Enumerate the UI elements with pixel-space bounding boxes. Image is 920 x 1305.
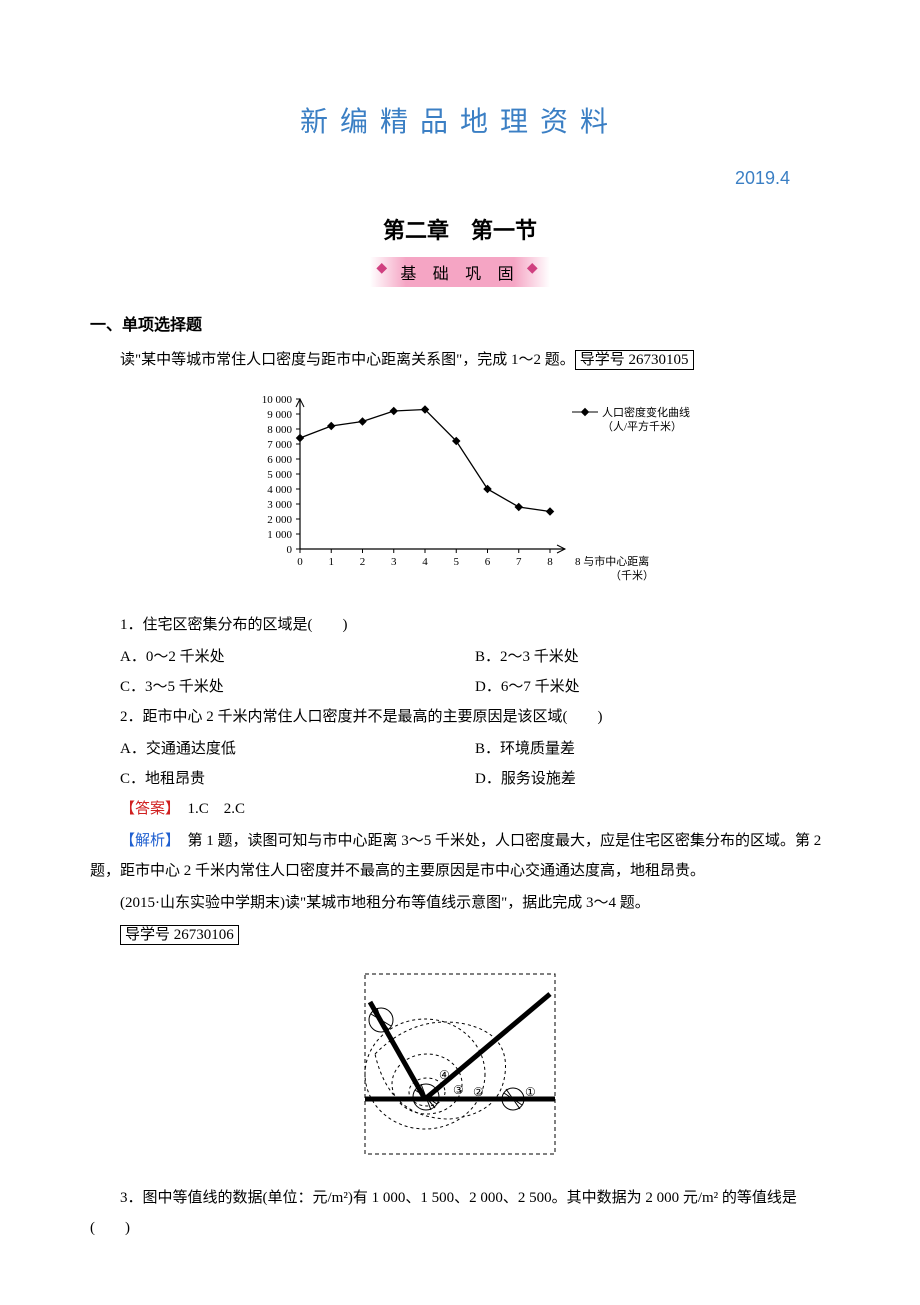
q1-opt-b: B．2～3 千米处 xyxy=(475,642,830,672)
svg-text:（人/平方千米）: （人/平方千米） xyxy=(602,419,682,433)
svg-text:10 000: 10 000 xyxy=(262,394,293,406)
banner-text: 基 础 巩 固 xyxy=(370,257,549,287)
q2-text: 2．距市中心 2 千米内常住人口密度并不是最高的主要原因是该区域( ) xyxy=(90,702,830,732)
svg-text:0: 0 xyxy=(287,544,293,556)
svg-text:9 000: 9 000 xyxy=(267,409,292,421)
svg-text:8: 8 xyxy=(547,556,553,568)
explain-12: 【解析】 第 1 题，读图可知与市中心距离 3～5 千米处，人口密度最大，应是住… xyxy=(90,826,830,886)
svg-text:0: 0 xyxy=(297,556,303,568)
answer-label: 【答案】 xyxy=(120,801,173,817)
contour-svg: ① ② ③ ④ xyxy=(355,964,565,1164)
study-code-2: 导学号 26730106 xyxy=(120,925,239,945)
svg-text:2 000: 2 000 xyxy=(267,514,292,526)
svg-text:2: 2 xyxy=(360,556,366,568)
svg-text:②: ② xyxy=(473,1085,484,1099)
answer-12: 【答案】 1.C 2.C xyxy=(90,794,830,824)
q1-text: 1．住宅区密集分布的区域是( ) xyxy=(90,610,830,640)
q1-opt-c: C．3～5 千米处 xyxy=(120,672,475,702)
doc-date: 2019.4 xyxy=(90,168,830,189)
q2-opt-a: A．交通通达度低 xyxy=(120,734,475,764)
q1-opt-d: D．6～7 千米处 xyxy=(475,672,830,702)
q2-options: A．交通通达度低 B．环境质量差 C．地租昂贵 D．服务设施差 xyxy=(90,734,830,794)
svg-text:③: ③ xyxy=(453,1083,464,1097)
svg-text:①: ① xyxy=(525,1085,536,1099)
chart-1: 0 1 000 2 000 3 000 4 000 5 000 6 000 7 000 8 00… xyxy=(90,389,830,594)
study-code-row-2: 导学号 26730106 xyxy=(120,920,830,950)
q2-opt-d: D．服务设施差 xyxy=(475,764,830,794)
q1-options: A．0～2 千米处 B．2～3 千米处 C．3～5 千米处 D．6～7 千米处 xyxy=(90,642,830,702)
q-intro-2: (2015·山东实验中学期末)读"某城市地租分布等值线示意图"，据此完成 3～4… xyxy=(90,888,830,918)
answer-text: 1.C 2.C xyxy=(173,801,246,817)
svg-text:人口密度变化曲线: 人口密度变化曲线 xyxy=(602,405,690,419)
q3-text: 3．图中等值线的数据(单位：元/m²)有 1 000、1 500、2 000、2… xyxy=(90,1183,830,1243)
q2-opt-b: B．环境质量差 xyxy=(475,734,830,764)
chapter-title: 第二章 第一节 xyxy=(90,213,830,245)
svg-text:3 000: 3 000 xyxy=(267,499,292,511)
svg-text:7: 7 xyxy=(516,556,522,568)
explain-text: 第 1 题，读图可知与市中心距离 3～5 千米处，人口密度最大，应是住宅区密集分… xyxy=(90,833,821,879)
intro-text: 读"某中等城市常住人口密度与距市中心距离关系图"，完成 1～2 题。 xyxy=(120,352,575,368)
svg-text:4 000: 4 000 xyxy=(267,484,292,496)
study-code-1: 导学号 26730105 xyxy=(575,350,694,370)
svg-text:8 000: 8 000 xyxy=(267,424,292,436)
q1-opt-a: A．0～2 千米处 xyxy=(120,642,475,672)
svg-text:5: 5 xyxy=(454,556,460,568)
section-heading: 一、单项选择题 xyxy=(90,311,830,335)
svg-text:6: 6 xyxy=(485,556,491,568)
q2-opt-c: C．地租昂贵 xyxy=(120,764,475,794)
svg-text:7 000: 7 000 xyxy=(267,439,292,451)
explain-label: 【解析】 xyxy=(120,833,173,849)
svg-text:1: 1 xyxy=(329,556,335,568)
svg-text:1 000: 1 000 xyxy=(267,529,292,541)
svg-text:④: ④ xyxy=(439,1068,450,1082)
q-intro-1: 读"某中等城市常住人口密度与距市中心距离关系图"，完成 1～2 题。导学号 26… xyxy=(90,345,830,375)
banner-row: 基 础 巩 固 xyxy=(90,257,830,287)
svg-text:6 000: 6 000 xyxy=(267,454,292,466)
svg-text:4: 4 xyxy=(422,556,428,568)
svg-text:8 与市中心距离: 8 与市中心距离 xyxy=(575,554,649,568)
svg-text:5 000: 5 000 xyxy=(267,469,292,481)
doc-title: 新编精品地理资料 xyxy=(90,100,830,140)
svg-text:（千米）: （千米） xyxy=(610,569,654,582)
svg-text:3: 3 xyxy=(391,556,397,568)
diagram-2: ① ② ③ ④ xyxy=(90,964,830,1169)
